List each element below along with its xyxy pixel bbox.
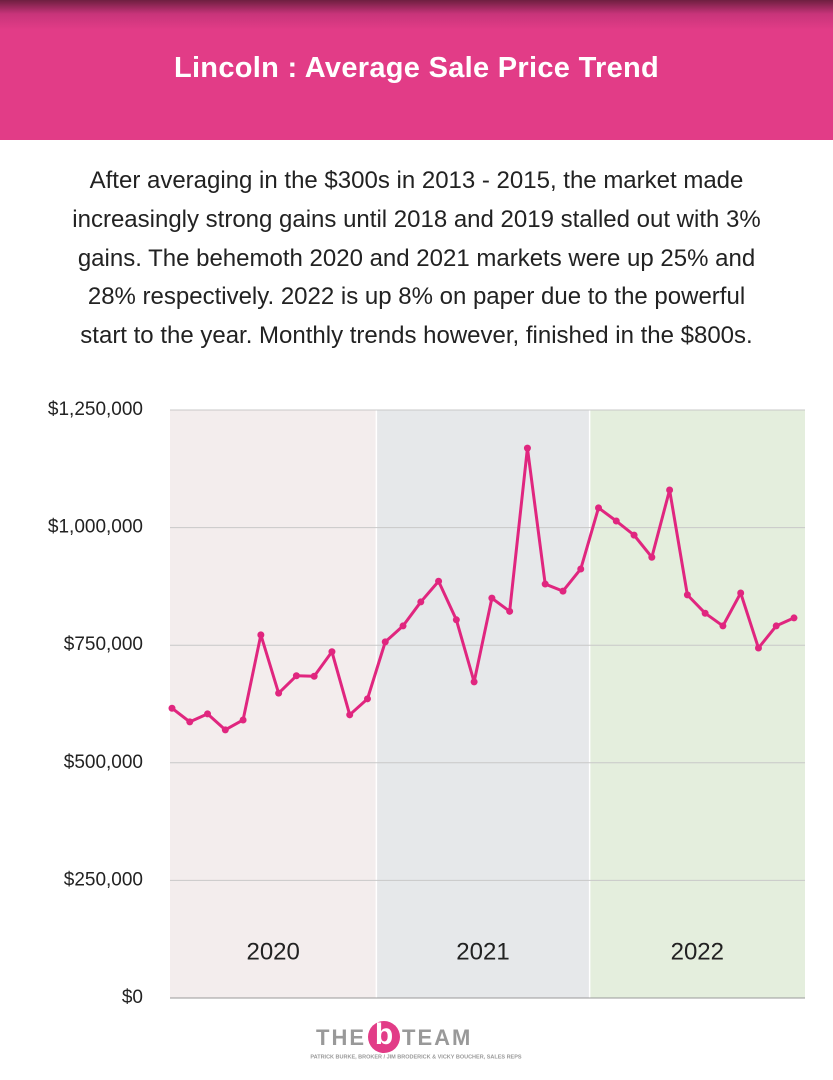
price-line [171,446,795,732]
header-band [0,0,833,140]
point [221,726,229,734]
point [381,638,389,646]
y-tick-label: $500,000 [64,752,143,773]
point [666,486,674,494]
point [363,695,371,703]
logo-right: TEAM [402,1025,472,1050]
point [292,672,300,680]
point [168,704,176,712]
logo-mark: b [375,1018,393,1051]
chart-title: Lincoln : Average Sale Price Trend [173,52,660,84]
y-tick-label: $1,250,000 [48,399,143,420]
point [399,622,407,630]
description-line: 28% respectively. 2022 is up 8% on paper… [87,283,746,311]
point [719,622,727,630]
point [701,609,709,617]
period-band [170,410,377,998]
point [523,444,531,452]
point [630,531,638,539]
point [310,672,318,680]
point [452,616,460,624]
point [257,631,265,639]
point [506,607,514,615]
point [417,598,425,606]
point [754,644,762,652]
description-line: increasingly strong gains until 2018 and… [72,205,761,233]
point [470,678,478,686]
y-tick-label: $250,000 [64,869,143,890]
logo-left: THE [316,1025,366,1050]
period-label: 2022 [671,938,724,965]
point [328,648,336,656]
point [346,711,354,719]
description-line: gains. The behemoth 2020 and 2021 market… [77,244,756,272]
period-label: 2020 [246,938,299,965]
point [435,577,443,585]
point [737,589,745,597]
period-label: 2021 [456,938,509,965]
point [186,718,194,726]
description-line: After averaging in the $300s in 2013 - 2… [89,167,744,194]
y-tick-label: $0 [122,987,143,1008]
point [559,587,567,595]
y-tick-label: $1,000,000 [48,517,143,538]
period-band [589,410,805,998]
point [204,710,212,718]
point [683,591,691,599]
point [612,517,620,525]
credits: PATRICK BURKE, BROKER / JIM BRODERICK & … [310,1054,521,1060]
point [275,689,283,697]
description: After averaging in the $300s in 2013 - 2… [0,162,833,356]
point [541,580,549,588]
point [648,553,656,561]
description-line: start to the year. Monthly trends howeve… [80,322,753,350]
point [790,614,798,622]
point [595,504,603,512]
point [239,716,247,724]
period-band [376,410,590,998]
point [772,622,780,630]
point [577,565,585,573]
point [488,594,496,602]
logo-badge [368,1021,400,1053]
y-tick-label: $750,000 [64,634,143,655]
